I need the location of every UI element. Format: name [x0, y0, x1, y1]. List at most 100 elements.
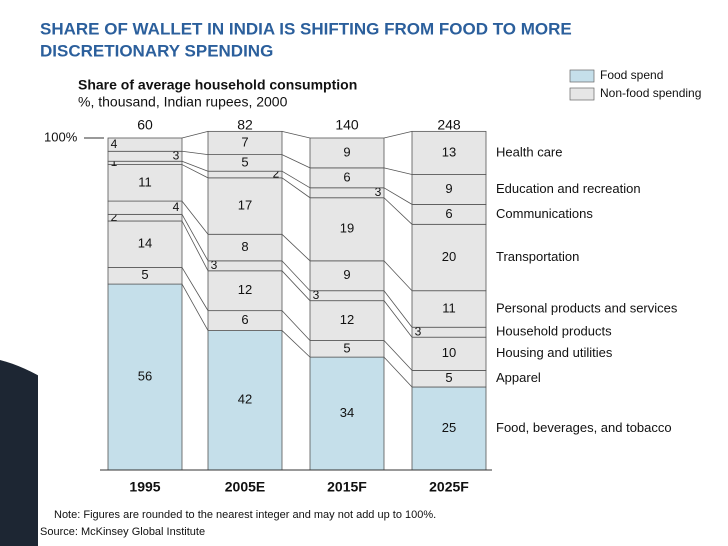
bar-segment [107, 213, 183, 222]
connector [383, 130, 413, 139]
value-label: 6 [445, 206, 452, 221]
value-label: 7 [241, 134, 248, 149]
subtitle: %, thousand, Indian rupees, 2000 [78, 94, 288, 110]
value-label: 5 [141, 267, 148, 282]
bar-segment [107, 137, 183, 152]
connector [181, 130, 209, 139]
total-label: 248 [437, 117, 461, 133]
category-label: Food, beverages, and tobacco [496, 420, 672, 435]
connector [181, 267, 209, 311]
source: Source: McKinsey Global Institute [40, 526, 205, 538]
value-label: 17 [238, 197, 252, 212]
total-label: 60 [137, 117, 153, 133]
value-label: 3 [313, 288, 320, 302]
value-label: 9 [445, 181, 452, 196]
value-label: 2 [273, 167, 280, 181]
value-label: 2 [111, 210, 118, 224]
connector [383, 290, 413, 328]
legend-swatch [569, 69, 595, 83]
x-tick-label: 1995 [129, 479, 160, 495]
bar-segment [107, 200, 183, 215]
connector [181, 200, 209, 235]
value-label: 13 [442, 144, 456, 159]
bar-segment [107, 283, 183, 471]
value-label: 25 [442, 420, 456, 435]
connector [281, 177, 311, 199]
chart-title: DISCRETIONARY SPENDING [40, 41, 273, 60]
bar-segment [411, 386, 487, 471]
connector [181, 164, 209, 179]
category-label: Apparel [496, 370, 541, 385]
connector [281, 154, 311, 169]
bar-segment [107, 220, 183, 268]
connector [281, 130, 311, 139]
bar-segment [411, 223, 487, 292]
connector [281, 270, 311, 301]
bar-segment [309, 137, 385, 169]
connector [383, 260, 413, 291]
value-label: 3 [211, 258, 218, 272]
bar-segment [309, 356, 385, 471]
total-label: 82 [237, 117, 253, 133]
category-label: Education and recreation [496, 181, 641, 196]
chart-title: SHARE OF WALLET IN INDIA IS SHIFTING FRO… [40, 19, 572, 38]
category-label: Communications [496, 206, 593, 221]
value-label: 9 [343, 267, 350, 282]
value-label: 12 [238, 282, 252, 297]
total-label: 140 [335, 117, 359, 133]
value-label: 12 [340, 312, 354, 327]
connector [383, 356, 413, 388]
category-label: Transportation [496, 249, 579, 264]
bar-segment [411, 326, 487, 338]
value-label: 6 [241, 312, 248, 327]
category-label: Household products [496, 324, 612, 339]
connector [383, 340, 413, 371]
connector [181, 283, 209, 331]
bar-segment [309, 187, 385, 199]
value-label: 5 [445, 370, 452, 385]
value-label: 1 [111, 155, 118, 169]
connector [383, 197, 413, 225]
connector [281, 310, 311, 341]
bar-segment [309, 300, 385, 341]
legend-label: Food spend [600, 68, 663, 82]
bar-segment [207, 170, 283, 179]
connector [383, 300, 413, 338]
value-label: 11 [442, 300, 456, 315]
bar-segment [207, 260, 283, 272]
legend-label: Non-food spending [600, 86, 701, 100]
bar-segment [309, 290, 385, 302]
connector [181, 160, 209, 172]
value-label: 5 [241, 154, 248, 169]
value-label: 8 [241, 239, 248, 254]
bar-segment [207, 233, 283, 262]
value-label: 3 [415, 324, 422, 338]
value-label: 3 [375, 185, 382, 199]
x-tick-label: 2025F [429, 479, 469, 495]
category-label: Health care [496, 144, 562, 159]
connector [281, 260, 311, 291]
bar-segment [411, 130, 487, 175]
bar-segment [207, 130, 283, 156]
value-label: 10 [442, 345, 456, 360]
value-label: 6 [343, 169, 350, 184]
note: Note: Figures are rounded to the nearest… [54, 509, 436, 521]
connector [181, 214, 209, 262]
connector [281, 233, 311, 262]
bar-segment [207, 177, 283, 235]
legend-swatch [569, 87, 595, 101]
value-label: 11 [138, 174, 152, 189]
connector [281, 330, 311, 358]
category-label: Housing and utilities [496, 345, 613, 360]
bar-segment [309, 260, 385, 292]
value-label: 14 [138, 236, 152, 251]
bar-segment [107, 160, 183, 165]
y-tick-label: 100% [44, 129, 78, 144]
bar-segment [107, 164, 183, 202]
value-label: 4 [173, 200, 180, 214]
value-label: 56 [138, 368, 152, 383]
value-label: 42 [238, 392, 252, 407]
subtitle: Share of average household consumption [78, 77, 357, 93]
value-label: 3 [173, 148, 180, 162]
